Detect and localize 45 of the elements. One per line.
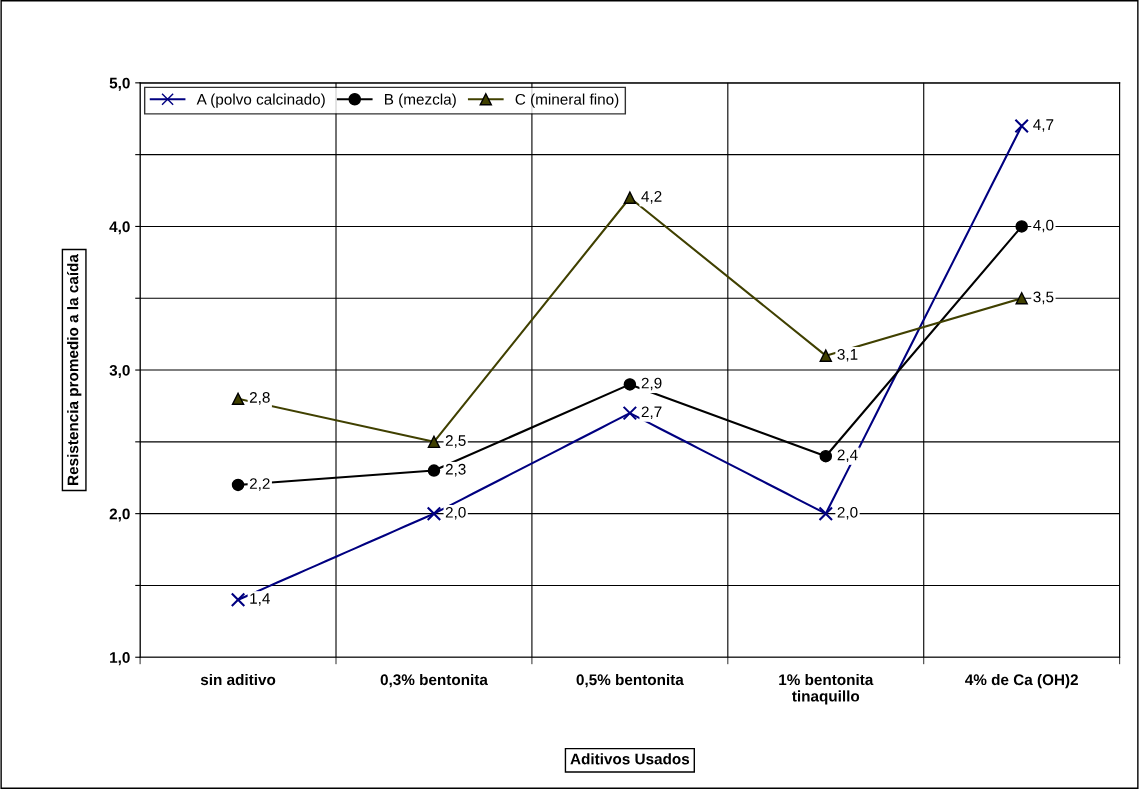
point bbox=[1014, 118, 1029, 134]
point bbox=[819, 449, 833, 463]
y-tick-label: 1,0 bbox=[110, 652, 130, 666]
point bbox=[1015, 291, 1028, 305]
x-tick-label: sin aditivo bbox=[200, 673, 276, 686]
data-label: 4,0 bbox=[1033, 219, 1054, 233]
x-axis-title: Aditivos Usados bbox=[570, 753, 690, 765]
x-tick-label: 1% bentonita tinaquillo bbox=[779, 673, 874, 705]
point bbox=[230, 592, 246, 608]
point bbox=[623, 191, 637, 204]
data-label: 2,7 bbox=[641, 406, 662, 420]
y-tick-label: 4,0 bbox=[109, 221, 130, 235]
data-label: 1,4 bbox=[250, 593, 270, 606]
y-tick-label: 2,0 bbox=[109, 508, 130, 522]
point bbox=[231, 478, 245, 492]
point bbox=[623, 378, 637, 391]
data-label: 2,5 bbox=[445, 435, 466, 448]
data-label: 4,7 bbox=[1033, 119, 1054, 132]
data-label: 2,2 bbox=[249, 478, 270, 491]
x-tick-label: 0,3% bentonita bbox=[380, 673, 488, 688]
data-label: 2,3 bbox=[445, 463, 466, 477]
legend-label: A (polvo calcinado) bbox=[196, 93, 325, 108]
data-label: 2,0 bbox=[445, 506, 466, 520]
point bbox=[427, 435, 441, 449]
point bbox=[622, 405, 638, 421]
y-tick-label: 3,0 bbox=[109, 364, 130, 378]
x-tick-label: 0,5% bentonita bbox=[576, 673, 684, 688]
data-label: 2,4 bbox=[837, 449, 858, 463]
x-tick-label: 4% de Ca (OH)2 bbox=[965, 673, 1078, 689]
data-label: 2,8 bbox=[249, 392, 270, 405]
legend-label: C (mineral fino) bbox=[515, 93, 619, 108]
point bbox=[426, 506, 442, 521]
y-tick-label: 5,0 bbox=[109, 77, 130, 91]
data-label: 3,1 bbox=[837, 348, 858, 362]
point bbox=[427, 464, 441, 477]
legend-label: B (mezcla) bbox=[385, 93, 456, 108]
point bbox=[818, 506, 834, 521]
point bbox=[1015, 220, 1028, 233]
y-axis-title: Resistencia promedio a la caída bbox=[66, 254, 82, 485]
data-label: 4,2 bbox=[641, 191, 662, 204]
data-label: 3,5 bbox=[1033, 291, 1054, 305]
point bbox=[819, 349, 833, 362]
data-label: 2,9 bbox=[641, 377, 662, 391]
data-label: 2,0 bbox=[837, 506, 858, 520]
point bbox=[231, 392, 245, 406]
